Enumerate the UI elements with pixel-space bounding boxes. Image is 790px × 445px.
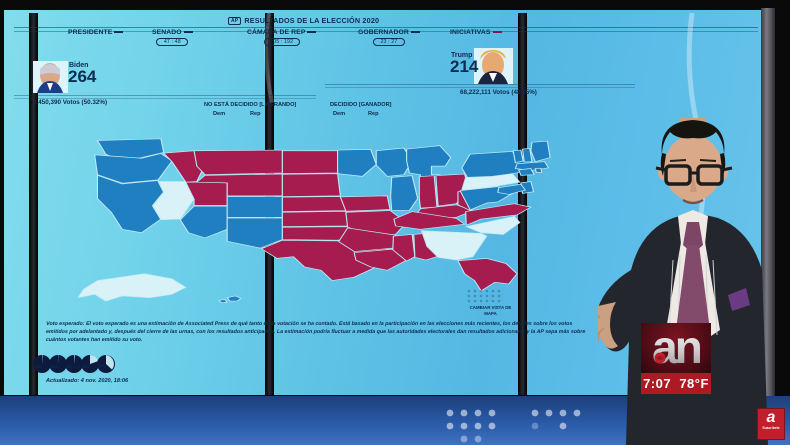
svg-text:an: an xyxy=(652,323,701,373)
